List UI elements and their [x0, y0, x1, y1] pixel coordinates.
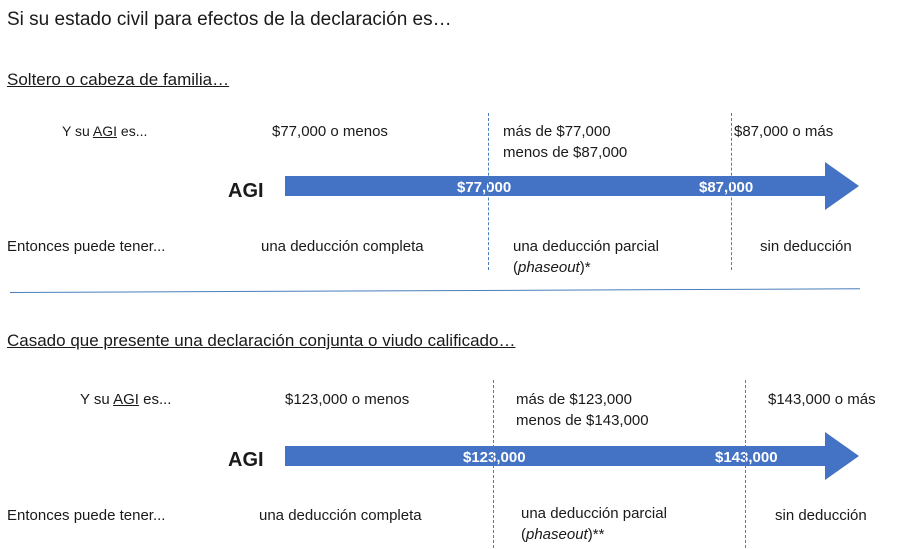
arrow-shape [285, 432, 859, 480]
threshold-low-label: $123,000 [463, 449, 526, 466]
section-heading-joint: Casado que presente una declaración conj… [7, 331, 516, 350]
range-low-label: $123,000 o menos [285, 391, 410, 408]
threshold-low-label: $77,000 [457, 179, 511, 196]
divider-high [745, 380, 746, 548]
agi-question-label: Y su AGI es... [62, 123, 148, 139]
arrow-agi-label: AGI [228, 180, 264, 202]
divider-low [488, 113, 489, 270]
range-high-label: $87,000 o más [734, 123, 834, 140]
deduction-full-label: una deducción completa [259, 507, 422, 524]
range-mid-label: más de $77,000 menos de $87,000 [503, 123, 628, 161]
deduction-partial-label: una deducción parcial (phaseout)* [513, 238, 659, 276]
deduction-none-label: sin deducción [760, 238, 852, 255]
section-heading-single: Soltero o cabeza de familia… [7, 70, 230, 89]
threshold-high-label: $143,000 [715, 449, 778, 466]
then-label: Entonces puede tener... [7, 507, 166, 524]
divider-low [493, 380, 494, 548]
arrow-shape [285, 162, 859, 210]
range-low-label: $77,000 o menos [272, 123, 388, 140]
divider-high [731, 113, 732, 270]
agi-question-label: Y su AGI es... [80, 391, 172, 408]
page-title: Si su estado civil para efectos de la de… [7, 9, 452, 30]
agi-arrow: $77,000 $87,000 [285, 162, 859, 210]
range-high-label: $143,000 o más [768, 391, 876, 408]
then-label: Entonces puede tener... [7, 238, 166, 255]
deduction-partial-label: una deducción parcial (phaseout)** [521, 505, 667, 543]
agi-arrow: $123,000 $143,000 [285, 432, 859, 480]
deduction-full-label: una deducción completa [261, 238, 424, 255]
agi-term: AGI [92, 123, 118, 139]
arrow-agi-label: AGI [228, 449, 264, 471]
agi-term: AGI [113, 391, 139, 408]
section-separator [9, 288, 860, 293]
threshold-high-label: $87,000 [699, 179, 753, 196]
deduction-none-label: sin deducción [775, 507, 867, 524]
range-mid-label: más de $123,000 menos de $143,000 [516, 391, 649, 429]
